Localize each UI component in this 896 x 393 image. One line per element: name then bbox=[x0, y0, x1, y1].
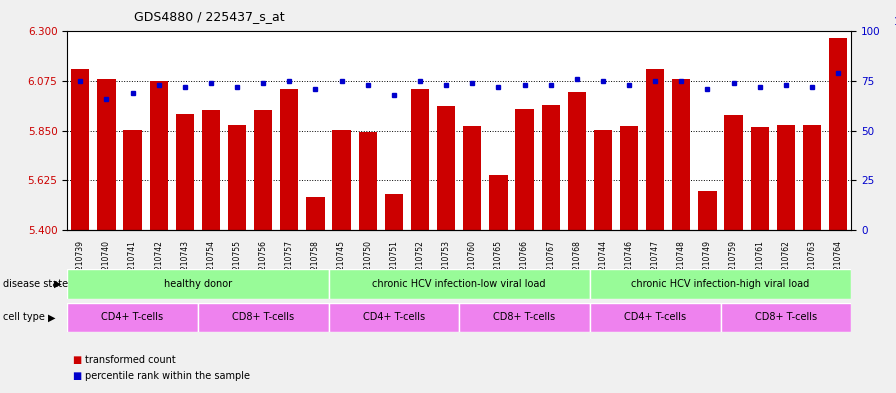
Bar bbox=[306, 197, 324, 230]
Bar bbox=[725, 115, 743, 230]
Bar bbox=[437, 107, 455, 230]
Bar bbox=[358, 132, 377, 230]
Text: ■: ■ bbox=[72, 371, 81, 382]
Text: chronic HCV infection-low viral load: chronic HCV infection-low viral load bbox=[373, 279, 546, 289]
Bar bbox=[329, 303, 459, 332]
Bar bbox=[176, 114, 194, 230]
Text: CD8+ T-cells: CD8+ T-cells bbox=[232, 312, 294, 322]
Text: CD4+ T-cells: CD4+ T-cells bbox=[625, 312, 686, 322]
Bar bbox=[463, 126, 481, 230]
Bar bbox=[594, 130, 612, 230]
Bar bbox=[620, 126, 638, 230]
Bar bbox=[777, 125, 795, 230]
Bar bbox=[67, 303, 198, 332]
Bar bbox=[720, 303, 851, 332]
Bar bbox=[698, 191, 717, 230]
Bar bbox=[411, 89, 429, 230]
Bar bbox=[646, 69, 664, 230]
Text: CD4+ T-cells: CD4+ T-cells bbox=[363, 312, 425, 322]
Bar bbox=[515, 108, 534, 230]
Bar bbox=[150, 81, 168, 230]
Bar bbox=[489, 175, 507, 230]
Bar bbox=[280, 89, 298, 230]
Bar bbox=[202, 110, 220, 230]
Bar bbox=[803, 125, 821, 230]
Text: CD8+ T-cells: CD8+ T-cells bbox=[754, 312, 817, 322]
Bar bbox=[590, 303, 720, 332]
Bar bbox=[672, 79, 691, 230]
Bar bbox=[384, 193, 403, 230]
Text: GDS4880 / 225437_s_at: GDS4880 / 225437_s_at bbox=[134, 10, 285, 23]
Bar bbox=[98, 79, 116, 230]
Bar bbox=[751, 127, 769, 230]
Bar bbox=[332, 130, 350, 230]
Bar bbox=[198, 303, 329, 332]
Bar bbox=[71, 69, 90, 230]
Text: cell type: cell type bbox=[3, 312, 45, 322]
Text: CD4+ T-cells: CD4+ T-cells bbox=[101, 312, 164, 322]
Text: ▶: ▶ bbox=[47, 312, 55, 322]
Text: CD8+ T-cells: CD8+ T-cells bbox=[494, 312, 556, 322]
Text: chronic HCV infection-high viral load: chronic HCV infection-high viral load bbox=[632, 279, 810, 289]
Text: ▶: ▶ bbox=[54, 279, 61, 289]
Bar bbox=[590, 269, 851, 299]
Bar bbox=[329, 269, 590, 299]
Bar bbox=[459, 303, 590, 332]
Bar bbox=[541, 105, 560, 230]
Text: ■: ■ bbox=[72, 354, 81, 365]
Bar bbox=[124, 130, 142, 230]
Text: healthy donor: healthy donor bbox=[164, 279, 232, 289]
Bar bbox=[568, 92, 586, 230]
Text: disease state: disease state bbox=[3, 279, 68, 289]
Text: 100%: 100% bbox=[894, 17, 896, 28]
Bar bbox=[67, 269, 329, 299]
Bar bbox=[228, 125, 246, 230]
Bar bbox=[829, 38, 848, 230]
Text: transformed count: transformed count bbox=[85, 354, 176, 365]
Bar bbox=[254, 110, 272, 230]
Text: percentile rank within the sample: percentile rank within the sample bbox=[85, 371, 250, 382]
